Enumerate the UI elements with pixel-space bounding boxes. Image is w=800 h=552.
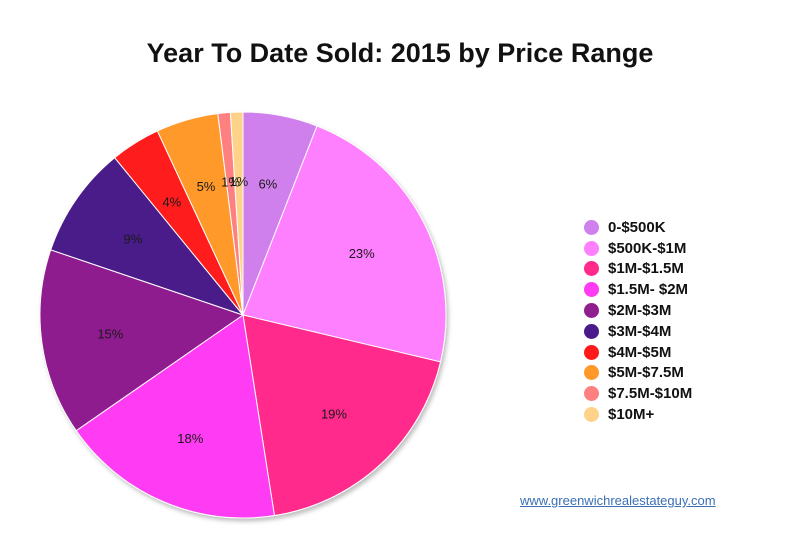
pie-label-3m-4m: 9% <box>124 232 143 247</box>
pie-slice-500k-1m <box>242 125 447 363</box>
legend-item-0-500k: 0-$500K <box>584 217 692 238</box>
legend-item-4m-5m: $4M-$5M <box>584 342 692 363</box>
pie-slice-10m <box>229 111 244 316</box>
chart-title: Year To Date Sold: 2015 by Price Range <box>146 38 654 68</box>
legend-item-7-5m-10m: $7.5M-$10M <box>584 383 692 404</box>
legend-label: $1M-$1.5M <box>608 260 684 278</box>
website-link[interactable]: www.greenwichrealestateguy.com <box>520 493 716 508</box>
legend-label: $7.5M-$10M <box>608 385 693 403</box>
legend-item-1-5m-2m: $1.5M- $2M <box>584 279 692 300</box>
legend-swatch <box>584 282 599 298</box>
legend-swatch <box>584 344 599 360</box>
legend-label: $1.5M- $2M <box>608 281 689 299</box>
pie-label-10m: 1% <box>229 174 248 189</box>
legend-item-2m-3m: $2M-$3M <box>584 300 692 321</box>
legend-swatch <box>584 323 599 339</box>
legend-swatch <box>584 407 599 423</box>
legend-label: $3M-$4M <box>608 322 672 340</box>
pie-slice-3m-4m <box>50 157 245 317</box>
legend-label: $4M-$5M <box>608 343 672 361</box>
pie-label-4m-5m: 4% <box>162 194 181 209</box>
legend-item-3m-4m: $3M-$4M <box>584 321 692 342</box>
chart-legend: 0-$500K $500K-$1M $1M-$1.5M $1.5M- $2M $2M-$… <box>584 217 692 425</box>
legend-label: $5M-$7.5M <box>608 364 684 382</box>
legend-label: 0-$500K <box>608 218 666 236</box>
legend-swatch <box>584 219 599 235</box>
pie-label-5m-7-5m: 5% <box>197 179 216 194</box>
legend-item-1m-1-5m: $1M-$1.5M <box>584 259 692 280</box>
pie-label-1-5m-2m: 18% <box>177 431 203 446</box>
legend-swatch <box>584 261 599 277</box>
pie-label-1m-1-5m: 19% <box>321 406 347 421</box>
legend-label: $2M-$3M <box>608 302 672 320</box>
pie-slice-2m-3m <box>39 249 245 432</box>
legend-swatch <box>584 240 599 256</box>
legend-swatch <box>584 386 599 402</box>
legend-swatch <box>584 365 599 381</box>
pie-label-0-500k: 6% <box>258 176 277 191</box>
legend-swatch <box>584 303 599 319</box>
pie-label-500k-1m: 23% <box>349 246 375 261</box>
legend-label: $10M+ <box>608 406 655 424</box>
pie-slice-1-5m-2m <box>75 314 276 519</box>
legend-label: $500K-$1M <box>608 239 687 257</box>
pie-label-7-5m-10m: 1% <box>221 175 240 190</box>
pie-slice-1m-1-5m <box>242 314 442 517</box>
legend-item-10m: $10M+ <box>584 404 692 425</box>
pie-label-2m-3m: 15% <box>97 327 123 342</box>
legend-item-5m-7-5m: $5M-$7.5M <box>584 363 692 384</box>
legend-item-500k-1m: $500K-$1M <box>584 238 692 259</box>
